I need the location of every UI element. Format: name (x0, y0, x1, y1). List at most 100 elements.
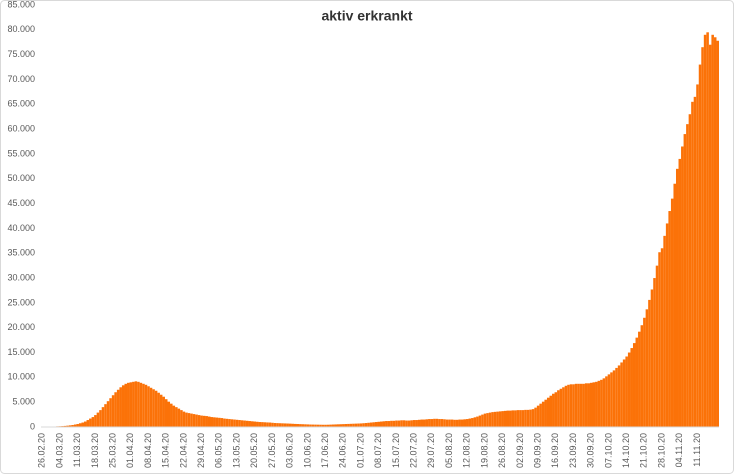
bar (68, 425, 72, 427)
bar (438, 419, 441, 427)
bar (187, 413, 191, 427)
bar (420, 419, 424, 427)
x-tick-label: 16.09.20 (550, 433, 560, 468)
y-tick-label: 30.000 (7, 272, 35, 282)
x-tick-label: 06.05.20 (214, 433, 224, 468)
bar (111, 395, 115, 427)
bar (572, 384, 575, 427)
bar (256, 421, 259, 427)
bar (311, 424, 315, 427)
bar (106, 401, 110, 427)
bar (124, 383, 128, 427)
bar (584, 383, 588, 427)
bar (326, 424, 330, 427)
bar (423, 419, 426, 427)
bar (291, 423, 294, 427)
bar (296, 424, 300, 427)
bar (281, 423, 284, 427)
bar (531, 409, 535, 427)
bar (293, 423, 297, 427)
bar (610, 372, 613, 427)
bar (377, 421, 380, 427)
bar (635, 337, 639, 427)
x-tick-label: 25.03.20 (107, 433, 117, 468)
bar (526, 409, 530, 427)
bar (309, 424, 312, 427)
bar (448, 419, 451, 427)
bar (273, 423, 277, 427)
bar (529, 409, 532, 427)
x-tick-label: 11.11.20 (692, 433, 702, 467)
bar (96, 412, 100, 427)
bar (369, 422, 373, 427)
bar (387, 421, 391, 427)
bar (455, 419, 459, 427)
bar (121, 385, 125, 427)
bar (230, 419, 234, 427)
bar (701, 47, 704, 427)
bar (658, 252, 661, 427)
bar (539, 403, 542, 427)
y-tick-label: 25.000 (7, 297, 35, 307)
bar (144, 384, 148, 427)
bar (698, 64, 702, 427)
x-tick-label: 19.08.20 (479, 433, 489, 468)
x-tick-label: 20.05.20 (249, 433, 259, 468)
x-tick-label: 23.09.20 (568, 433, 578, 468)
bar (225, 418, 229, 427)
bar (430, 419, 434, 427)
bar (473, 417, 477, 427)
bar (339, 424, 343, 427)
bar (152, 389, 155, 427)
bar (428, 419, 431, 427)
bar (405, 420, 408, 427)
bar (336, 424, 340, 427)
bar (301, 424, 305, 427)
bar (476, 416, 479, 427)
y-tick-label: 55.000 (7, 148, 35, 158)
bar (498, 411, 502, 427)
bar (314, 424, 317, 427)
bar (683, 134, 687, 428)
bar (453, 419, 456, 427)
bar (129, 382, 133, 427)
bar (562, 387, 565, 427)
bar (549, 395, 553, 427)
bar (147, 386, 150, 427)
bar (195, 414, 198, 427)
bar (200, 415, 203, 427)
bar (544, 399, 547, 427)
bar (681, 146, 684, 427)
y-tick-label: 10.000 (7, 372, 35, 382)
bar (177, 408, 181, 427)
bar (516, 410, 520, 427)
bar (364, 423, 368, 427)
bar (410, 420, 413, 427)
bar (380, 421, 383, 427)
bar (688, 114, 692, 428)
bar (347, 423, 350, 427)
y-tick-label: 35.000 (7, 248, 35, 258)
x-tick-label: 29.04.20 (196, 433, 206, 468)
bar (670, 198, 674, 427)
bar (587, 383, 590, 427)
y-tick-label: 45.000 (7, 198, 35, 208)
bar (213, 417, 216, 427)
bar (541, 401, 545, 427)
bar (359, 423, 363, 427)
bar (600, 379, 603, 427)
bar (73, 424, 77, 427)
bar (220, 418, 224, 427)
bar (412, 420, 416, 427)
bar (266, 422, 269, 427)
bar (286, 423, 289, 427)
bar (407, 420, 411, 427)
bar (223, 418, 226, 427)
bar (288, 423, 292, 427)
x-tick-label: 21.10.20 (639, 433, 649, 468)
bar (471, 418, 474, 427)
bar (536, 405, 540, 427)
bar (602, 378, 606, 427)
y-tick-label: 20.000 (7, 322, 35, 332)
x-tick-label: 05.08.20 (444, 433, 454, 468)
